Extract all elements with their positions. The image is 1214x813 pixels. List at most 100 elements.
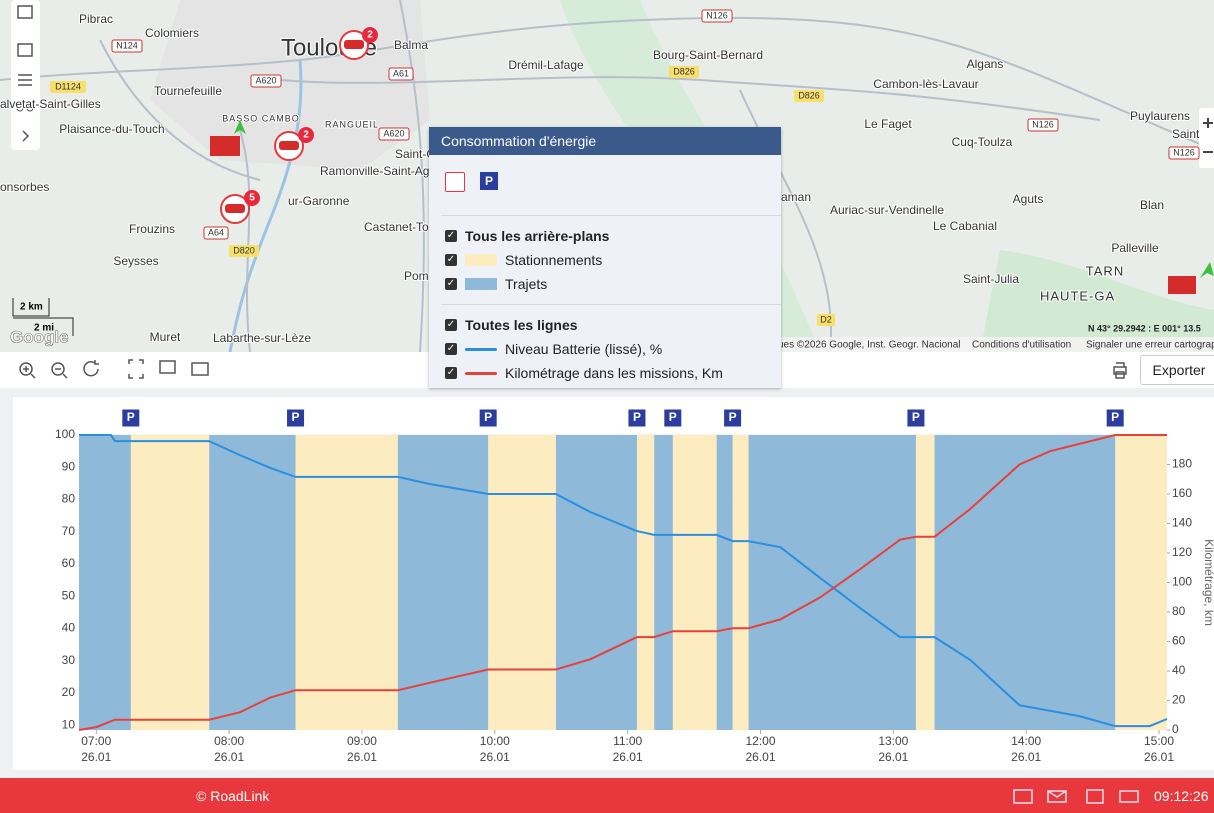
y-tick-label: 100: [55, 427, 75, 441]
parking-band: [130, 435, 210, 730]
place-label: Balma: [394, 38, 428, 52]
road-number: A620: [383, 128, 404, 138]
status-icon[interactable]: [1119, 790, 1139, 803]
trip-band: [79, 435, 131, 730]
zoom-icons: [1203, 118, 1213, 153]
parking-icon: [663, 408, 683, 428]
legend-label: Trajets: [505, 276, 548, 292]
export-button[interactable]: Exporter: [1140, 355, 1214, 385]
forest-area: [980, 250, 1214, 352]
place-label: ur-Garonne: [288, 194, 350, 208]
place-label: Seysses: [113, 254, 158, 268]
legend-row[interactable]: ✓ Trajets: [445, 276, 547, 292]
x-tick-label: 10:00: [480, 734, 510, 748]
legend-swatch: [465, 278, 497, 290]
toolbar-icons: [19, 359, 209, 379]
road-number: N126: [1173, 147, 1195, 157]
reset[interactable]: [83, 360, 99, 377]
road-badge: [817, 314, 835, 326]
status-icon[interactable]: [1086, 789, 1104, 804]
ruler-icon[interactable]: [17, 43, 33, 57]
legend-label: Toutes les lignes: [465, 317, 578, 333]
checkbox[interactable]: ✓: [445, 319, 457, 331]
place-label: RANGUEIL: [325, 119, 379, 129]
car-icon: [279, 141, 299, 150]
badge: [244, 190, 260, 206]
poi-icon[interactable]: [26, 104, 34, 112]
legend-row[interactable]: ✓ Stationnements: [445, 252, 602, 268]
report-link[interactable]: Signaler une erreur cartograp: [1086, 340, 1214, 351]
place-label: Bourg-Saint-Bernard: [653, 48, 763, 62]
parking-band: [672, 435, 717, 730]
parking-icon: [1105, 408, 1125, 428]
legend-row[interactable]: ✓ Kilométrage dans les missions, Km: [445, 365, 723, 381]
y2-axis-title: Kilométrage, km: [1202, 539, 1214, 626]
place-label: Puylaurens: [1130, 109, 1190, 123]
parking-icon-label: P: [633, 410, 641, 424]
road-number: N124: [116, 40, 138, 50]
x-tick-label: 15:00: [1144, 734, 1174, 748]
zoom-out[interactable]: [51, 362, 65, 376]
road-badge: [794, 90, 824, 102]
coordinates: N 43° 29.2942 : E 001° 13.5: [1088, 323, 1201, 333]
parking-icon: [478, 408, 498, 428]
energy-icon[interactable]: [445, 172, 465, 192]
trip-band: [654, 435, 673, 730]
x-tick-date: 26.01: [81, 750, 111, 764]
parking-icon-label: P: [127, 410, 135, 424]
car-icon: [344, 40, 364, 49]
print[interactable]: [1110, 360, 1130, 380]
range[interactable]: [191, 362, 209, 376]
status-icon[interactable]: [1013, 789, 1033, 804]
x-tick-date: 26.01: [1144, 750, 1174, 764]
parking-icon-label: P: [912, 410, 920, 424]
road-badge: [1027, 118, 1059, 132]
zoom-control[interactable]: [1199, 108, 1214, 168]
trip-band: [748, 435, 916, 730]
status-icon[interactable]: [1047, 790, 1067, 803]
parking-toggle[interactable]: P: [480, 172, 498, 190]
road-number: N126: [1032, 119, 1054, 129]
x-tick-date: 26.01: [347, 750, 377, 764]
fullscreen[interactable]: [128, 359, 144, 379]
divider: [441, 215, 781, 216]
copyright: © RoadLink: [196, 788, 270, 804]
place-label: Blan: [1140, 198, 1164, 212]
parking-icon-label: P: [484, 410, 492, 424]
road-badge: [250, 74, 282, 88]
expand-icon[interactable]: [22, 130, 30, 142]
checkbox[interactable]: ✓: [445, 230, 457, 242]
truck[interactable]: [1168, 276, 1196, 294]
place-label: Labarthe-sur-Lèze: [213, 331, 311, 345]
poi-icon[interactable]: [16, 104, 24, 112]
place-label: Frouzins: [129, 222, 175, 236]
place-label: HAUTE-GA: [1040, 288, 1115, 303]
map-icon[interactable]: [17, 5, 33, 19]
legend-row[interactable]: ✓ Toutes les lignes: [445, 317, 578, 333]
place-label: Tournefeuille: [154, 84, 222, 98]
zoom-in[interactable]: [19, 362, 33, 376]
legend-row[interactable]: ✓ Niveau Batterie (lissé), %: [445, 341, 662, 357]
comment[interactable]: [159, 360, 176, 374]
badge-count: 2: [303, 130, 309, 141]
parking-icon: [627, 408, 647, 428]
x-tick-date: 26.01: [480, 750, 510, 764]
y2-tick-label: 0: [1172, 722, 1179, 736]
parking-band: [295, 435, 398, 730]
checkbox: ✓: [445, 254, 457, 266]
road-number: A61: [393, 68, 409, 78]
legend-row[interactable]: ✓ Tous les arrière-plans: [445, 228, 609, 244]
parking-icon-label: P: [1111, 410, 1119, 424]
legend-line: [465, 371, 497, 375]
route-icon[interactable]: [18, 74, 32, 86]
x-tick-date: 26.01: [1011, 750, 1041, 764]
place-label: Plaisance-du-Touch: [59, 122, 164, 136]
terms-link[interactable]: Conditions d'utilisation: [972, 340, 1071, 351]
place-label: Saint: [1172, 127, 1200, 141]
y-tick-label: 20: [62, 685, 76, 699]
scale-mi: 2 mi: [34, 323, 54, 334]
x-tick-date: 26.01: [878, 750, 908, 764]
trip-band: [716, 435, 733, 730]
parking-band: [915, 435, 935, 730]
truck[interactable]: [210, 136, 240, 156]
